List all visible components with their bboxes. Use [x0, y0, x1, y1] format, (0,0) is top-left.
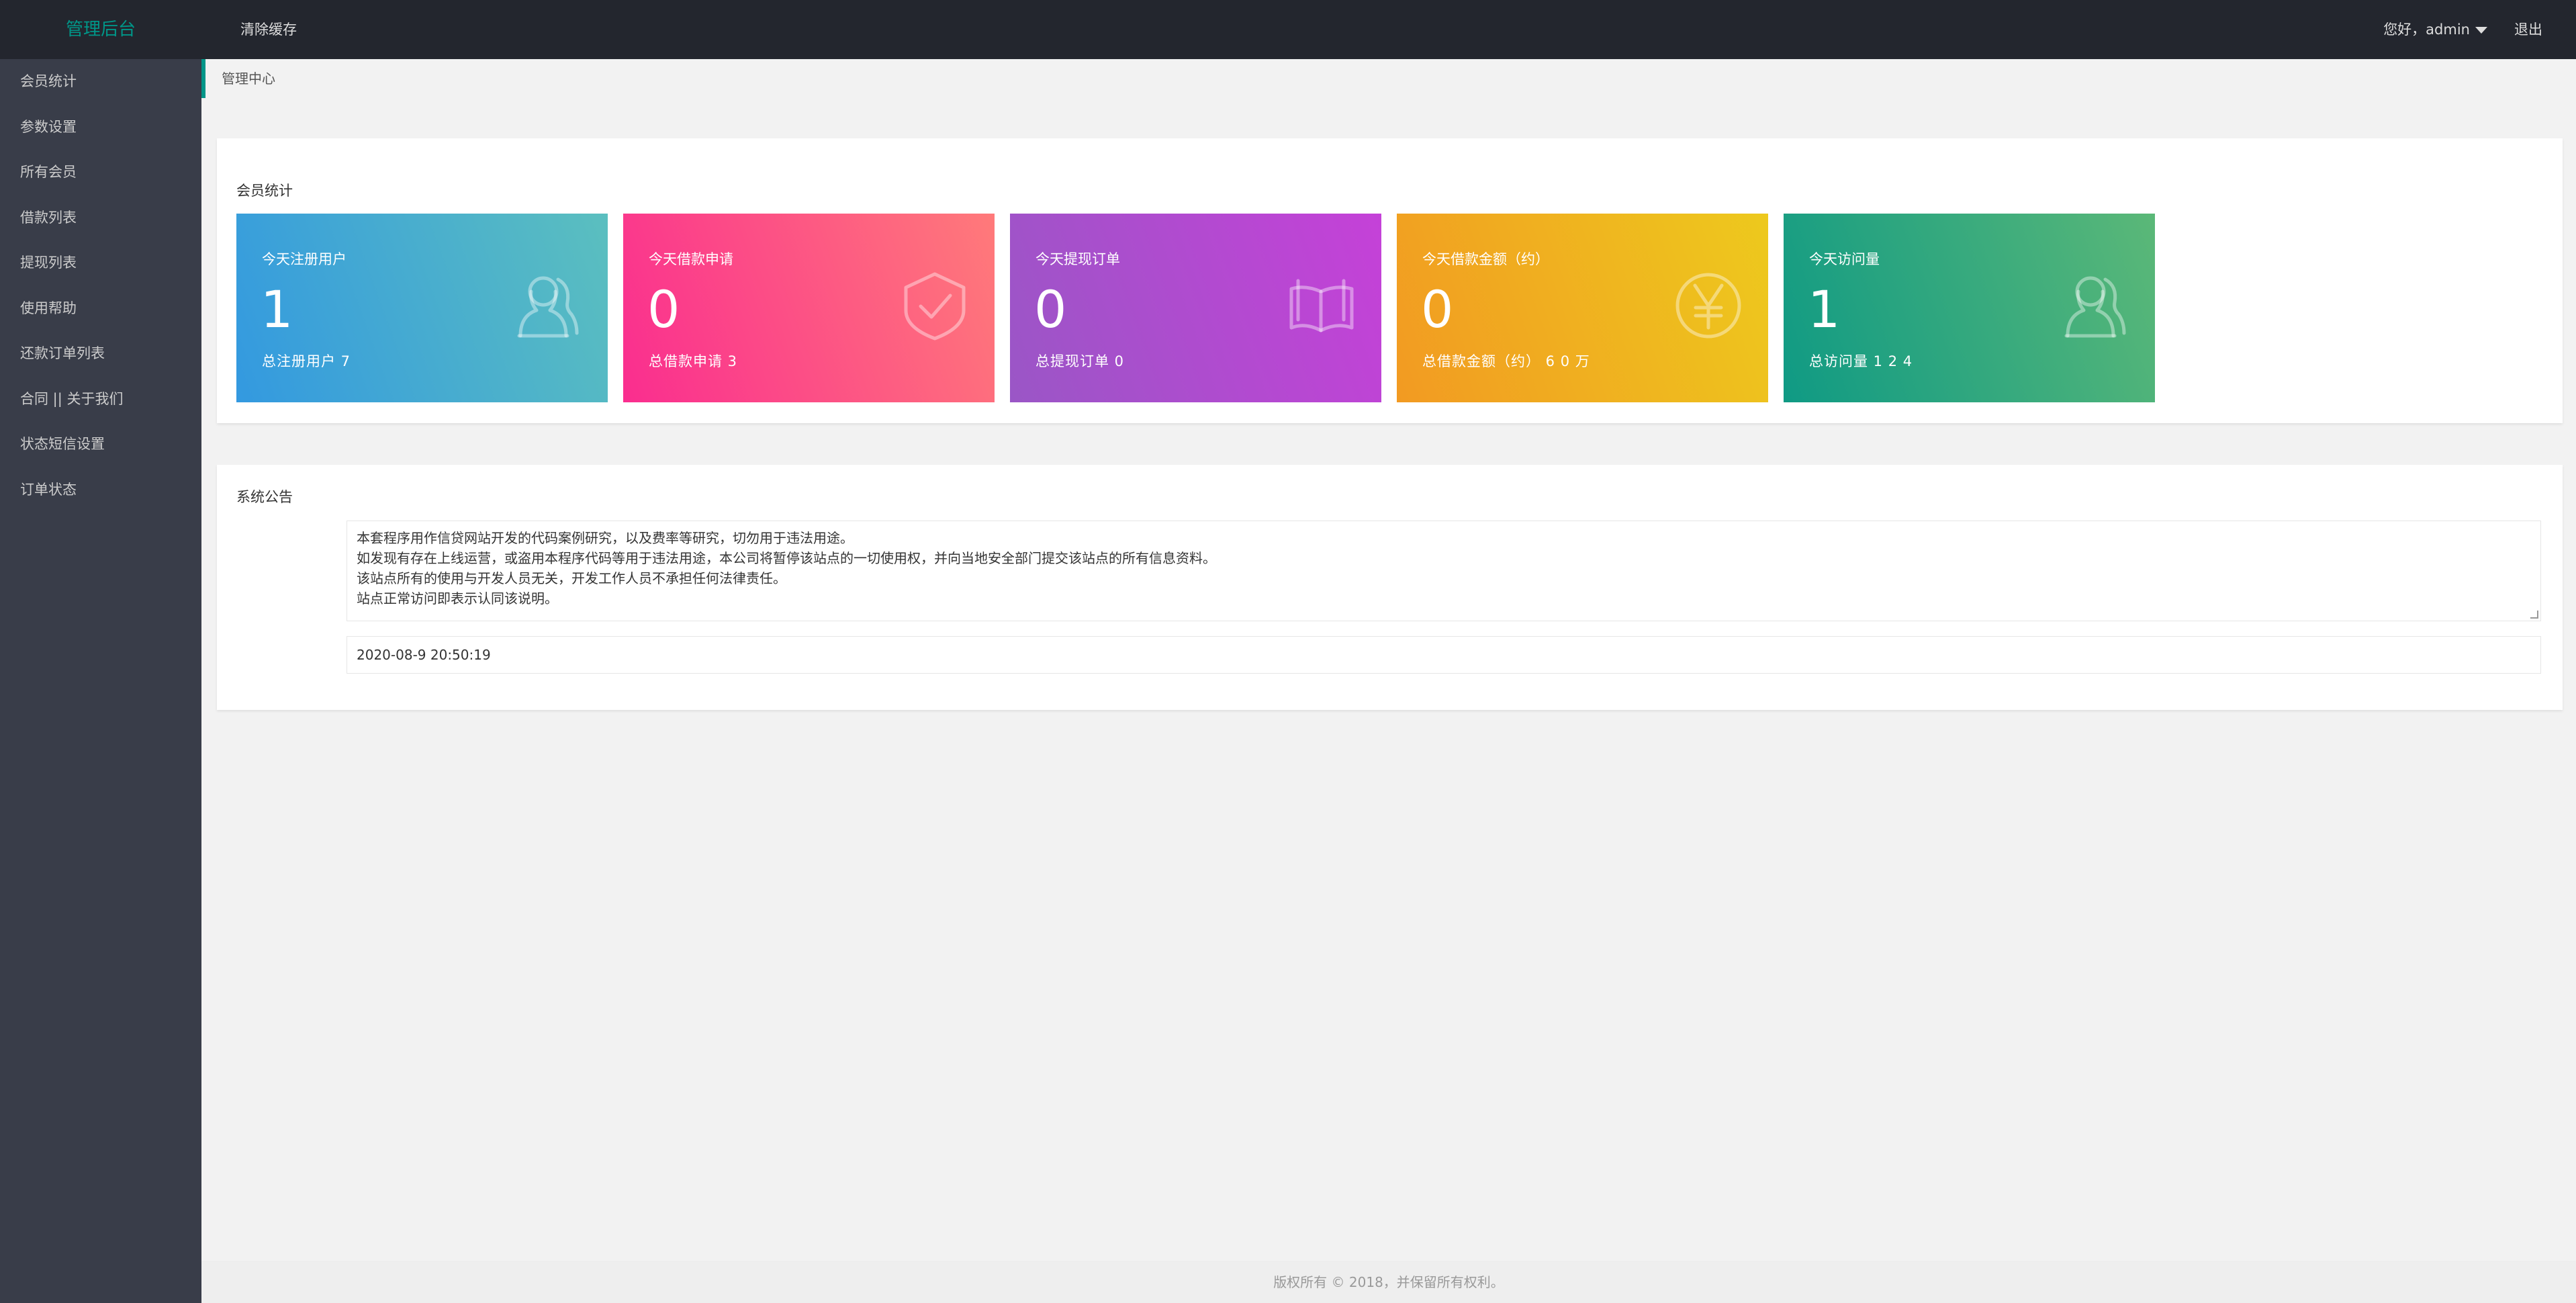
notice-title: 系统公告	[236, 489, 293, 505]
stat-total: 总访问量 1 2 4	[1809, 353, 1913, 369]
stats-card: 会员统计 今天注册用户 1 总注册用户 7 今天借款申请 0 总借款申请 3 今天提现订单 0…	[217, 138, 2563, 423]
notice-textarea[interactable]: 本套程序用作信贷网站开发的代码案例研究，以及费率等研究，切勿用于违法用途。 如发…	[347, 521, 2541, 621]
stats-title: 会员统计	[236, 183, 293, 199]
notice-card: 系统公告 本套程序用作信贷网站开发的代码案例研究，以及费率等研究，切勿用于违法用…	[217, 465, 2563, 710]
stat-total: 总注册用户 7	[262, 353, 351, 369]
book-icon	[1289, 279, 1354, 332]
sidebar-item[interactable]: 参数设置	[20, 118, 77, 135]
stat-value: 1	[1808, 279, 1841, 339]
notice-content: 本套程序用作信贷网站开发的代码案例研究，以及费率等研究，切勿用于违法用途。 如发…	[357, 530, 1216, 606]
sidebar-item[interactable]: 所有会员	[20, 164, 77, 180]
sidebar-item[interactable]: 合同 || 关于我们	[20, 390, 124, 407]
stat-value: 1	[261, 279, 293, 339]
stat-total: 总提现订单 0	[1036, 353, 1125, 369]
users-icon	[517, 276, 579, 338]
stat-value: 0	[647, 279, 680, 339]
greeting: 您好，admin	[2383, 21, 2470, 38]
stat-total: 总借款申请 3	[649, 353, 738, 369]
notice-date-input[interactable]: 2020-08-9 20:50:19	[347, 636, 2541, 674]
sidebar-item[interactable]: 会员统计	[20, 73, 77, 89]
clear-cache-link[interactable]: 清除缓存	[240, 21, 297, 38]
top-header: 管理后台 清除缓存 您好，admin 退出	[0, 0, 2576, 59]
stat-value: 0	[1034, 279, 1067, 339]
sidebar-item[interactable]: 订单状态	[20, 481, 77, 498]
user-menu[interactable]: 您好，admin	[2383, 0, 2487, 59]
stat-label: 今天借款申请	[649, 251, 733, 267]
stat-label: 今天借款金额（约）	[1422, 251, 1549, 267]
resize-handle[interactable]	[2530, 611, 2538, 619]
stat-total: 总借款金额（约） 6 0 万	[1422, 353, 1590, 369]
users-icon	[2064, 276, 2126, 338]
stat-box: 今天提现订单 0 总提现订单 0	[1010, 214, 1381, 402]
sidebar-item[interactable]: 还款订单列表	[20, 345, 105, 361]
logout-link[interactable]: 退出	[2514, 21, 2542, 38]
caret-down-icon	[2475, 27, 2487, 34]
stat-label: 今天注册用户	[262, 251, 347, 267]
logo[interactable]: 管理后台	[65, 19, 136, 40]
stat-box: 今天注册用户 1 总注册用户 7	[236, 214, 608, 402]
yen-icon	[1675, 273, 1741, 339]
sidebar-item[interactable]: 借款列表	[20, 209, 77, 226]
sidebar-item[interactable]: 使用帮助	[20, 300, 77, 316]
stat-label: 今天访问量	[1809, 251, 1880, 267]
sidebar-item[interactable]: 状态短信设置	[20, 436, 105, 452]
stat-box: 今天访问量 1 总访问量 1 2 4	[1784, 214, 2155, 402]
stat-box: 今天借款金额（约） 0 总借款金额（约） 6 0 万	[1397, 214, 1768, 402]
stat-value: 0	[1421, 279, 1454, 339]
sidebar: 会员统计参数设置所有会员借款列表提现列表使用帮助还款订单列表合同 || 关于我们…	[0, 59, 201, 1303]
breadcrumb: 管理中心	[201, 59, 2576, 98]
sidebar-item[interactable]: 提现列表	[20, 255, 77, 271]
stat-box: 今天借款申请 0 总借款申请 3	[623, 214, 995, 402]
shield-check-icon	[904, 272, 966, 341]
footer: 版权所有 © 2018，并保留所有权利。	[201, 1262, 2576, 1303]
stat-label: 今天提现订单	[1036, 251, 1120, 267]
